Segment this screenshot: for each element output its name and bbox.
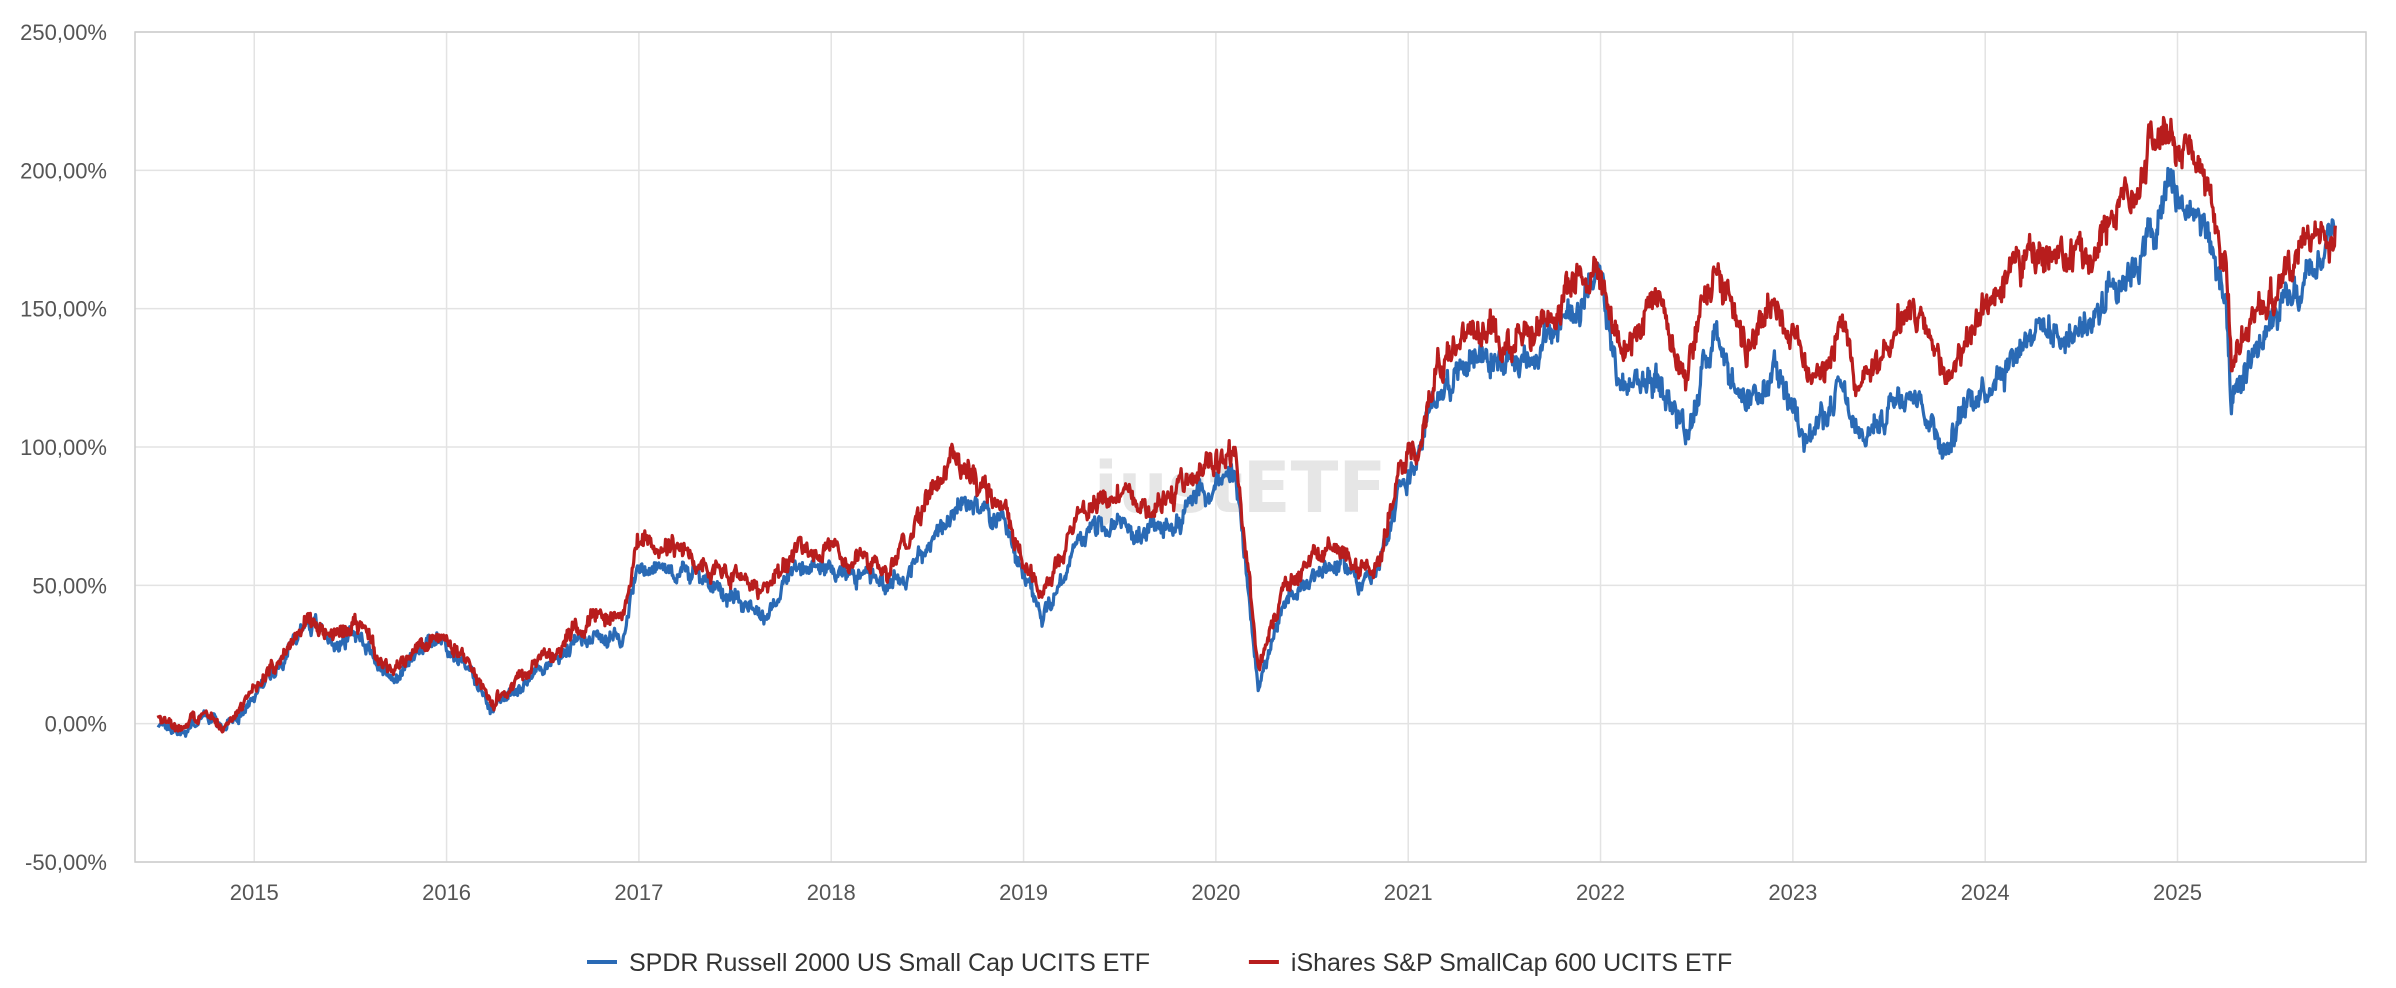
y-tick-label: 0,00% bbox=[45, 712, 107, 737]
x-tick-label: 2024 bbox=[1961, 880, 2010, 905]
y-tick-label: 200,00% bbox=[20, 158, 107, 183]
x-tick-label: 2025 bbox=[2153, 880, 2202, 905]
y-tick-label: 50,00% bbox=[32, 573, 107, 598]
y-tick-label: 250,00% bbox=[20, 20, 107, 45]
series-line-2 bbox=[156, 115, 2337, 734]
legend[interactable]: SPDR Russell 2000 US Small Cap UCITS ETF… bbox=[587, 949, 1732, 977]
x-tick-label: 2018 bbox=[807, 880, 856, 905]
x-tick-label: 2022 bbox=[1576, 880, 1625, 905]
x-tick-label: 2019 bbox=[999, 880, 1048, 905]
legend-item-2[interactable]: iShares S&P SmallCap 600 UCITS ETF bbox=[1248, 949, 1732, 977]
x-tick-label: 2023 bbox=[1768, 880, 1817, 905]
y-axis-ticks: -50,00% 0,00% 50,00% 100,00% 150,00% 200,00% 2… bbox=[20, 20, 107, 875]
x-tick-label: 2015 bbox=[230, 880, 279, 905]
y-gridlines bbox=[135, 31, 2366, 863]
x-tick-label: 2020 bbox=[1191, 880, 1240, 905]
plot-frame bbox=[134, 31, 2367, 863]
legend-label: SPDR Russell 2000 US Small Cap UCITS ETF bbox=[629, 949, 1150, 977]
x-axis-ticks: 2015 2016 2017 2018 2019 2020 2021 2022 2023 2024… bbox=[230, 880, 2202, 905]
x-tick-label: 2016 bbox=[422, 880, 471, 905]
y-tick-label: -50,00% bbox=[25, 850, 107, 875]
series-line-1 bbox=[156, 166, 2337, 738]
x-tick-label: 2017 bbox=[614, 880, 663, 905]
legend-item-1[interactable]: SPDR Russell 2000 US Small Cap UCITS ETF bbox=[587, 949, 1150, 977]
y-tick-label: 150,00% bbox=[20, 297, 107, 322]
y-tick-label: 100,00% bbox=[20, 435, 107, 460]
legend-label: iShares S&P SmallCap 600 UCITS ETF bbox=[1291, 949, 1732, 977]
series-layer bbox=[156, 115, 2337, 738]
x-tick-label: 2021 bbox=[1384, 880, 1433, 905]
